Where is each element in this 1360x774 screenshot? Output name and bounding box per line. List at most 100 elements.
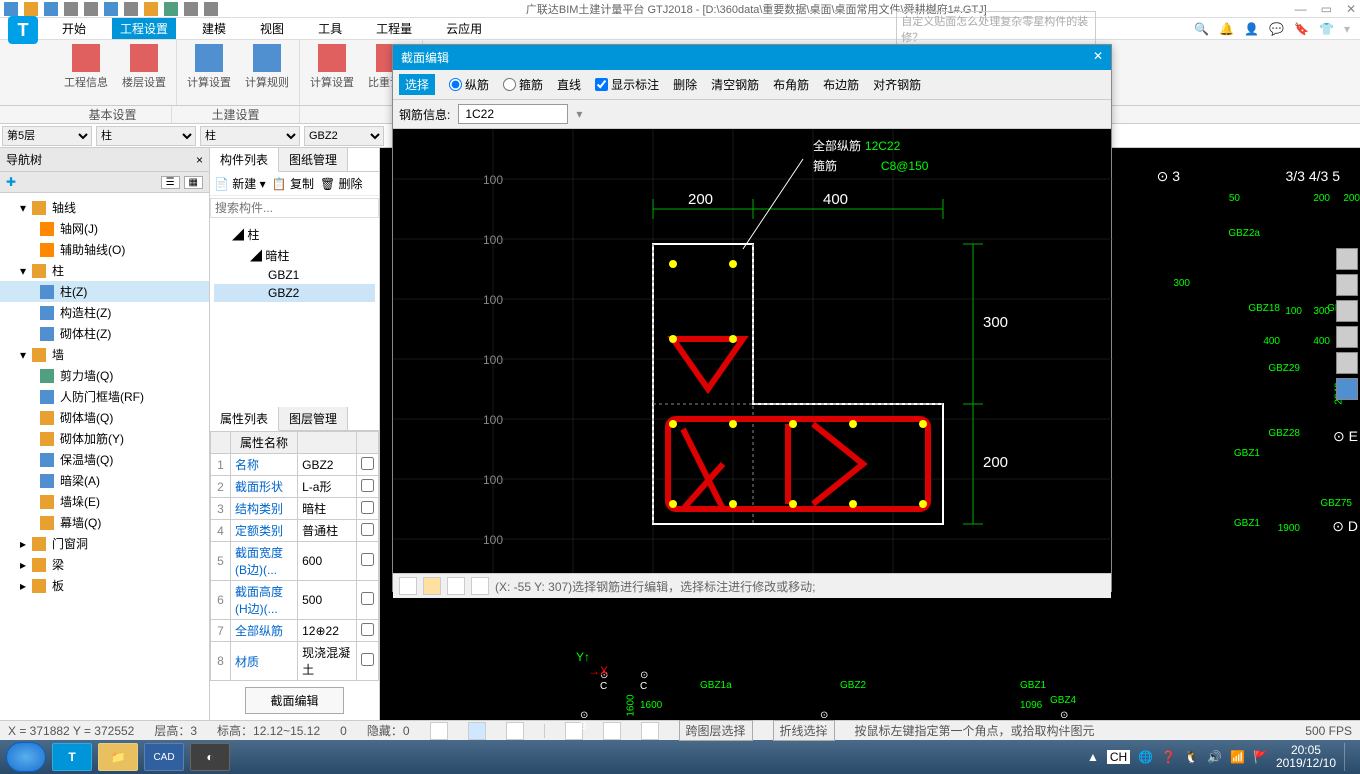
nav-item[interactable]: 构造柱(Z) <box>0 302 209 323</box>
skin-icon[interactable]: 👕 <box>1319 22 1334 36</box>
task-explorer[interactable]: 📁 <box>98 743 138 771</box>
nav-item[interactable]: 砌体墙(Q) <box>0 407 209 428</box>
tab-tools[interactable]: 工具 <box>310 18 350 39</box>
rebar-info-input[interactable] <box>458 104 568 124</box>
status-tool3[interactable] <box>506 722 524 740</box>
tab-quantity[interactable]: 工程量 <box>368 18 420 39</box>
app-logo[interactable]: T <box>8 16 38 44</box>
task-gtj[interactable]: T <box>52 743 92 771</box>
category1-selector[interactable]: 柱 <box>96 126 196 146</box>
snap-btn3[interactable] <box>447 577 465 595</box>
nav-item[interactable]: 暗梁(A) <box>0 470 209 491</box>
tray-help-icon[interactable]: ❓ <box>1161 750 1176 764</box>
section-canvas[interactable]: 100100100100100100100 <box>393 129 1111 573</box>
component-item[interactable]: GBZ1 <box>214 266 375 284</box>
view-section-icon[interactable] <box>1336 352 1358 374</box>
tab-cloud[interactable]: 云应用 <box>438 18 490 39</box>
view-solid-icon[interactable] <box>1336 326 1358 348</box>
undo-icon[interactable] <box>64 2 78 16</box>
new-icon[interactable] <box>4 2 18 16</box>
property-row[interactable]: 4定额类别普通柱 <box>211 520 379 542</box>
property-row[interactable]: 8材质现浇混凝土 <box>211 642 379 681</box>
check-icon[interactable] <box>164 2 178 16</box>
calc-settings-button[interactable]: 计算设置 <box>187 44 231 90</box>
component-selector[interactable]: GBZ2 <box>304 126 384 146</box>
message-icon[interactable]: 💬 <box>1269 22 1284 36</box>
tab-modeling[interactable]: 建模 <box>194 18 234 39</box>
bookmark-icon[interactable]: 🔖 <box>1294 22 1309 36</box>
floor-settings-button[interactable]: 楼层设置 <box>122 44 166 90</box>
cross-layer-button[interactable]: 跨图层选择 <box>679 720 753 741</box>
nav-item[interactable]: 剪力墙(Q) <box>0 365 209 386</box>
open-icon[interactable] <box>24 2 38 16</box>
tab-properties[interactable]: 属性列表 <box>210 407 279 431</box>
tray-net-icon[interactable]: 📶 <box>1230 750 1245 764</box>
nav-add-icon[interactable]: ✚ <box>6 175 16 189</box>
nav-item[interactable]: 辅助轴线(O) <box>0 239 209 260</box>
nav-close-icon[interactable]: × <box>196 153 203 167</box>
rebar-calc-button[interactable]: 计算设置 <box>310 44 354 90</box>
new-component-button[interactable]: 📄 新建 ▾ <box>214 175 266 192</box>
property-row[interactable]: 7全部纵筋12⊕22 <box>211 620 379 642</box>
view-3d-icon[interactable] <box>1336 248 1358 270</box>
select-tool[interactable]: 选择 <box>399 74 435 95</box>
nav-item[interactable]: 保温墙(Q) <box>0 449 209 470</box>
edge-rebar-tool[interactable]: 布边筋 <box>823 76 859 93</box>
component-search[interactable] <box>210 198 379 218</box>
nav-item[interactable]: ▸ 板 <box>0 575 209 596</box>
project-info-button[interactable]: 工程信息 <box>64 44 108 90</box>
tray-up-icon[interactable]: ▲ <box>1087 750 1099 764</box>
view-wireframe-icon[interactable] <box>1336 300 1358 322</box>
view-dynamic-icon[interactable] <box>1336 378 1358 400</box>
maximize-icon[interactable]: ▭ <box>1321 2 1332 16</box>
nav-item[interactable]: 砌体加筋(Y) <box>0 428 209 449</box>
nav-item[interactable]: 墙垛(E) <box>0 491 209 512</box>
dialog-close-icon[interactable]: ✕ <box>1093 49 1103 66</box>
tab-layer-mgmt[interactable]: 图层管理 <box>279 407 348 430</box>
tab-start[interactable]: 开始 <box>54 18 94 39</box>
property-row[interactable]: 5截面宽度(B边)(...600 <box>211 542 379 581</box>
nav-item[interactable]: ▾ 墙 <box>0 344 209 365</box>
calc-rules-button[interactable]: 计算规则 <box>245 44 289 90</box>
status-tool6[interactable] <box>641 722 659 740</box>
dim-icon[interactable] <box>144 2 158 16</box>
delete-tool[interactable]: 删除 <box>673 76 697 93</box>
category2-selector[interactable]: 柱 <box>200 126 300 146</box>
snap-btn2[interactable] <box>423 577 441 595</box>
show-desktop[interactable] <box>1344 743 1354 771</box>
snap-btn1[interactable] <box>399 577 417 595</box>
align-rebar-tool[interactable]: 对齐钢筋 <box>873 76 921 93</box>
status-tool5[interactable] <box>603 722 621 740</box>
line-tool[interactable]: 直线 <box>557 76 581 93</box>
nav-item[interactable]: ▾ 柱 <box>0 260 209 281</box>
nav-item[interactable]: 轴网(J) <box>0 218 209 239</box>
grid-view-icon[interactable]: ▦ <box>184 176 203 189</box>
floor-selector[interactable]: 第5层 <box>2 126 92 146</box>
delete-component-button[interactable]: 🗑 删除 <box>320 175 363 192</box>
guJin-radio[interactable]: 箍筋 <box>503 76 543 93</box>
task-browser[interactable]: ◐ <box>190 743 230 771</box>
sum-icon[interactable] <box>124 2 138 16</box>
property-row[interactable]: 3结构类别暗柱 <box>211 498 379 520</box>
nav-item[interactable]: ▸ 梁 <box>0 554 209 575</box>
list-view-icon[interactable]: ☰ <box>161 176 180 189</box>
component-item[interactable]: ◢ 柱 <box>214 224 375 245</box>
property-row[interactable]: 2截面形状L-a形 <box>211 476 379 498</box>
search-icon[interactable]: 🔍 <box>1194 22 1209 36</box>
clear-rebar-tool[interactable]: 清空钢筋 <box>711 76 759 93</box>
task-cad[interactable]: CAD <box>144 743 184 771</box>
nav-item[interactable]: 砌体柱(Z) <box>0 323 209 344</box>
edit-section-button[interactable]: 截面编辑 <box>245 687 343 714</box>
tray-sound-icon[interactable]: 🔊 <box>1207 750 1222 764</box>
property-row[interactable]: 6截面高度(H边)(...500 <box>211 581 379 620</box>
show-label-check[interactable]: 显示标注 <box>595 76 659 93</box>
tray-lang-icon[interactable]: 🌐 <box>1138 750 1153 764</box>
corner-rebar-tool[interactable]: 布角筋 <box>773 76 809 93</box>
minimize-icon[interactable]: — <box>1295 2 1307 16</box>
property-row[interactable]: 1名称GBZ2 <box>211 454 379 476</box>
close-icon[interactable]: ✕ <box>1346 2 1356 16</box>
bell-icon[interactable]: 🔔 <box>1219 22 1234 36</box>
nav-item[interactable]: 幕墙(Q) <box>0 512 209 533</box>
component-item[interactable]: ◢ 暗柱 <box>214 245 375 266</box>
zongJin-radio[interactable]: 纵筋 <box>449 76 489 93</box>
